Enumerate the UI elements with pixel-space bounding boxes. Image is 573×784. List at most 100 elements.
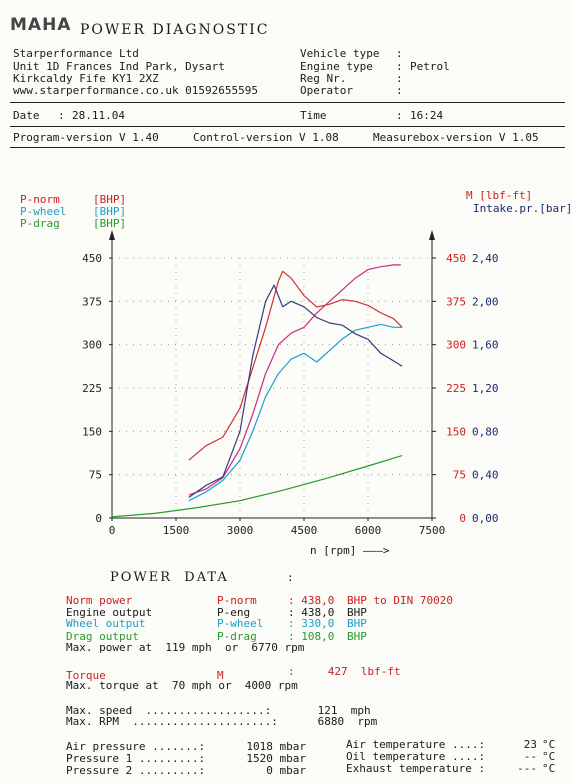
legend-p-drag: P-drag [20,217,60,230]
torque-tick-label: 0 [459,512,466,525]
max-torque: Max. torque at 70 mph or 4000 rpm [66,679,298,692]
control-version: Control-version V 1.08 [193,131,339,144]
pressure-2-value: 0 mbar [266,764,306,777]
power-data-title: POWER DATA [110,570,229,585]
chart-axes [109,230,435,519]
exhaust-temp-label: Exhaust temperature : [346,762,486,775]
x-tick-label: 7500 [419,524,446,537]
drag-output-unit: BHP [347,630,367,643]
norm-power-unit: BHP to DIN 70020 [347,594,453,607]
company-line-3: Kirkcaldy Fife KY1 2XZ [13,72,159,85]
wheel-output-key: P-wheel [217,617,264,630]
x-tick-label: 0 [109,524,116,537]
power-data-colon: : [287,571,294,584]
left-tick-label: 75 [89,469,102,482]
x-tick-label: 1500 [163,524,190,537]
x-tick-label: 4500 [291,524,318,537]
legend-p-drag-unit: [BHP] [93,217,127,230]
left-tick-label: 150 [82,425,102,438]
norm-power-key: P-norm [217,594,257,607]
engine-output-unit: BHP [347,606,367,619]
left-tick-label: 225 [82,382,102,395]
exhaust-temp-value: --- [517,762,537,775]
torque-label: Torque [66,669,106,682]
exhaust-temp-unit: °C [542,762,556,775]
engine-output-label: Engine output [66,606,153,619]
norm-power-value: : 438,0 [288,594,335,607]
engine-output-value: : 438,0 [288,606,335,619]
series-line-intake [188,284,403,498]
air-temp-unit: °C [542,738,556,751]
torque-key: M [217,669,224,682]
left-tick-label: 450 [82,252,102,265]
colon: : [58,109,65,122]
right-axis-arrow [429,230,435,240]
engine-output-key: P-eng [217,606,251,619]
drag-output-label: Drag output [66,630,139,643]
date-value: 28.11.04 [72,109,125,122]
torque-value: : 427 lbf-ft [288,665,401,678]
oil-temp-value: -- [523,750,537,763]
intake-tick-label: 2,40 [472,252,499,265]
engine-type-value: Petrol [410,60,450,73]
norm-power-label: Norm power [66,594,133,607]
colon: : [396,47,403,60]
chart-series [111,264,403,518]
legend-p-wheel-unit: [BHP] [93,205,127,218]
pressure-2-label: Pressure 2 .........: [66,764,206,777]
max-speed: Max. speed ..................: 121 mph [66,704,371,717]
drag-output-key: P-drag [217,630,257,643]
pressure-1-value: 1520 mbar [246,752,306,765]
legend-p-wheel: P-wheel [20,205,67,218]
date-label: Date [13,109,40,122]
oil-temp-label: Oil temperature ....: [346,750,486,763]
intake-axis-label: Intake.pr.[bar] [473,202,573,215]
air-pressure-value: 1018 mbar [246,740,306,753]
drag-output-value: : 108,0 [288,630,335,643]
series-line-m [188,270,403,461]
left-tick-label: 0 [95,512,102,525]
intake-tick-label: 2,00 [472,295,499,308]
time-label: Time [300,109,327,122]
maha-logo: MAHA [10,15,72,35]
torque-axis-label: M [lbf-ft] [466,189,533,202]
operator-label: Operator [300,84,353,97]
series-line-p-wheel [188,323,403,502]
x-tick-label: 3000 [227,524,254,537]
max-power: Max. power at 119 mph or 6770 rpm [66,641,305,654]
wheel-output-unit: BHP [347,617,367,630]
divider [10,126,565,127]
x-tick-label: 6000 [355,524,382,537]
air-pressure-label: Air pressure .......: [66,740,206,753]
wheel-output-label: Wheel output [66,617,146,630]
series-line-p-drag [111,455,403,518]
left-tick-label: 300 [82,339,102,352]
divider [10,102,565,103]
x-axis-label: n [rpm] ———> [310,544,390,557]
legend-p-norm-unit: [BHP] [93,193,127,206]
colon: : [396,109,403,122]
colon: : [396,60,403,73]
left-axis-arrow [109,230,115,240]
max-rpm: Max. RPM .....................: 6880 rpm [66,715,378,728]
torque-tick-label: 450 [446,252,466,265]
company-line-2: Unit 1D Frances Ind Park, Dysart [13,60,225,73]
intake-tick-label: 1,20 [472,382,499,395]
chart-grid [112,257,432,518]
engine-type-label: Engine type [300,60,373,73]
intake-tick-label: 0,80 [472,425,499,438]
divider [10,147,565,148]
reg-nr-label: Reg Nr. [300,72,347,85]
legend-p-norm: P-norm [20,193,60,206]
colon: : [396,84,403,97]
torque-tick-label: 375 [446,295,466,308]
program-version: Program-version V 1.40 [13,131,159,144]
air-temp-value: 23 [523,738,537,751]
measurebox-version: Measurebox-version V 1.05 [373,131,539,144]
left-tick-label: 375 [82,295,102,308]
torque-tick-label: 75 [453,469,466,482]
colon: : [396,72,403,85]
oil-temp-unit: °C [542,750,556,763]
